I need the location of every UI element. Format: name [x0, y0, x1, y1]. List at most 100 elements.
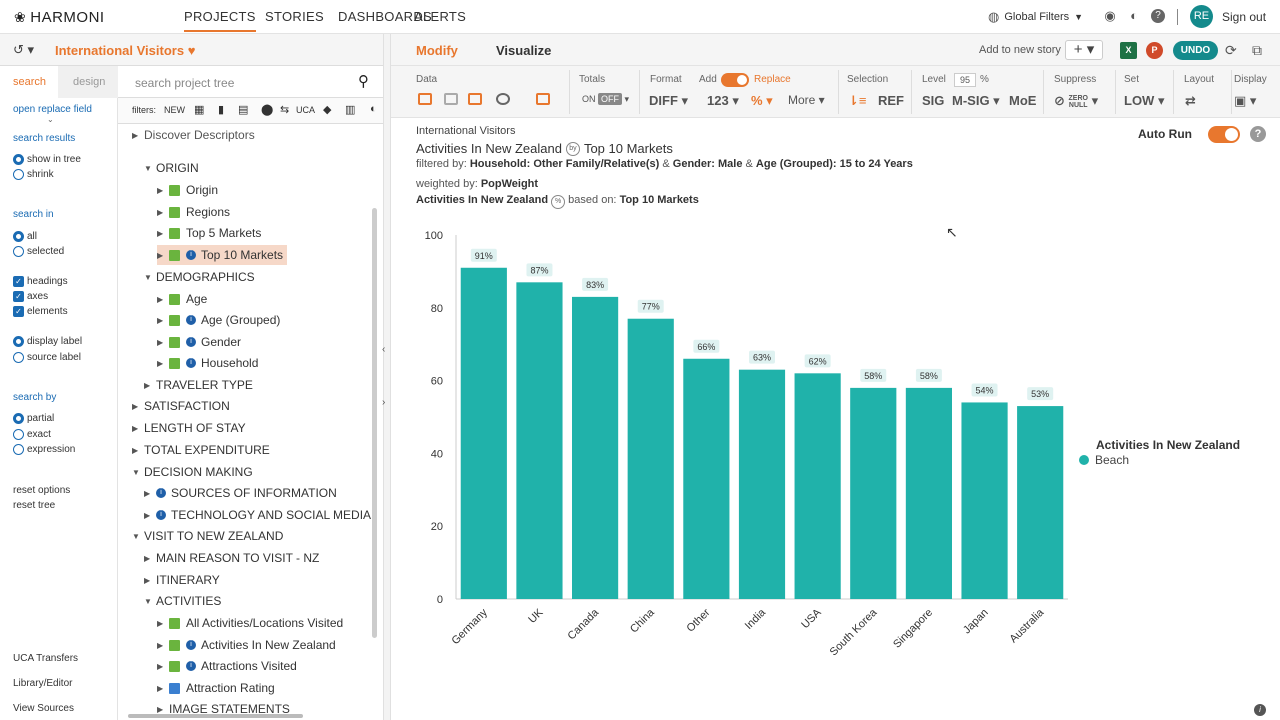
library-editor-link[interactable]: Library/Editor: [13, 678, 73, 689]
tree-search-box[interactable]: search project tree ⚲: [118, 66, 383, 98]
history-icon[interactable]: ↺ ▾: [13, 42, 35, 57]
expand-arrow-icon[interactable]: ▶: [132, 401, 139, 411]
collapse-arrow-icon[interactable]: ▼: [132, 467, 140, 477]
excel-export-icon[interactable]: X: [1120, 42, 1137, 59]
view-sources-link[interactable]: View Sources: [13, 703, 74, 714]
open-replace-field-link[interactable]: open replace field: [13, 104, 92, 115]
data-people-icon[interactable]: [496, 93, 510, 105]
nav-tab-dashboards[interactable]: DASHBOARDS: [338, 9, 433, 24]
chart-bar[interactable]: [1017, 406, 1064, 599]
user-avatar[interactable]: RE: [1190, 5, 1213, 28]
tree-row-traveler-type[interactable]: ▶ TRAVELER TYPE: [144, 375, 253, 395]
suppress-dropdown[interactable]: ⊘ ZERO NULL ▾: [1054, 93, 1099, 109]
expand-arrow-icon[interactable]: ▶: [157, 294, 164, 304]
filter-new[interactable]: NEW: [164, 105, 185, 115]
tree-row-discover[interactable]: ▶ Discover Descriptors: [132, 125, 255, 145]
panel-divider[interactable]: [383, 34, 391, 720]
collapse-left-icon[interactable]: ‹: [382, 344, 386, 355]
radio-show-in-tree[interactable]: show in tree: [13, 154, 81, 165]
radio-all[interactable]: all: [13, 231, 37, 242]
expand-arrow-icon[interactable]: ▶: [132, 423, 139, 433]
expand-arrow-icon[interactable]: ▶: [157, 640, 164, 650]
chevron-down-icon[interactable]: ⌄: [47, 115, 54, 124]
tree-row-top10[interactable]: ▶ i Top 10 Markets: [157, 245, 288, 265]
expand-arrow-icon[interactable]: ▶: [144, 575, 151, 585]
filter-arrows-icon[interactable]: ⇆: [280, 104, 290, 116]
filter-uca[interactable]: UCA: [296, 105, 316, 115]
chart-bar[interactable]: [683, 358, 730, 599]
powerpoint-export-icon[interactable]: P: [1146, 42, 1163, 59]
info-icon[interactable]: i: [1254, 704, 1266, 716]
refresh-icon[interactable]: ⟳: [1225, 42, 1237, 58]
report-title-columns[interactable]: Top 10 Markets: [583, 141, 673, 156]
collapse-arrow-icon[interactable]: ▼: [132, 531, 140, 541]
filter-table-icon[interactable]: ▦: [194, 104, 205, 116]
eye-icon[interactable]: ◉: [1103, 8, 1117, 23]
expand-arrow-icon[interactable]: ▶: [132, 130, 139, 140]
tree-row-total-expenditure[interactable]: ▶ TOTAL EXPENDITURE: [132, 440, 270, 460]
expand-arrow-icon[interactable]: ▶: [144, 488, 151, 498]
chart-bar[interactable]: [905, 387, 952, 599]
format-more-dropdown[interactable]: More ▾: [788, 93, 825, 107]
chart-bar[interactable]: [794, 373, 841, 599]
selection-ref-button[interactable]: REF: [878, 93, 904, 108]
sign-out-link[interactable]: Sign out: [1222, 10, 1267, 24]
display-dropdown[interactable]: ▣ ▾: [1234, 93, 1257, 108]
collapse-arrow-icon[interactable]: ▼: [144, 596, 152, 606]
search-icon[interactable]: ⚲: [358, 73, 369, 90]
expand-arrow-icon[interactable]: ▶: [132, 445, 139, 455]
moe-button[interactable]: MoE: [1009, 93, 1037, 108]
tree-row-sources[interactable]: ▶ i SOURCES OF INFORMATION: [144, 483, 337, 503]
legend-item-beach[interactable]: Beach: [1079, 453, 1129, 467]
expand-arrow-icon[interactable]: ▶: [157, 337, 164, 347]
nav-tab-projects[interactable]: PROJECTS: [184, 9, 256, 32]
help-icon[interactable]: ?: [1250, 126, 1266, 142]
collapse-arrow-icon[interactable]: ▼: [144, 163, 152, 173]
base-value[interactable]: Top 10 Markets: [619, 194, 699, 206]
radio-expression[interactable]: expression: [13, 444, 75, 455]
tree-row-image-statements[interactable]: ▶ IMAGE STATEMENTS: [157, 699, 290, 714]
tree-row-satisfaction[interactable]: ▶ SATISFACTION: [132, 396, 230, 416]
expand-arrow-icon[interactable]: ▶: [144, 553, 151, 563]
nav-tab-alerts[interactable]: ALERTS: [414, 9, 467, 24]
expand-arrow-icon[interactable]: ▶: [157, 683, 164, 693]
auto-run-toggle[interactable]: [1208, 126, 1240, 143]
tree-row-demographics[interactable]: ▼ DEMOGRAPHICS: [144, 267, 255, 287]
expand-arrow-icon[interactable]: ▶: [144, 380, 151, 390]
add-to-new-story-label[interactable]: Add to new story: [979, 44, 1061, 56]
contrast-icon[interactable]: ◐: [1127, 9, 1141, 23]
radio-partial[interactable]: partial: [13, 413, 54, 424]
totals-toggle[interactable]: ON OFF ▾: [582, 93, 630, 105]
tree-row-origin-heading[interactable]: ▼ ORIGIN: [144, 158, 199, 178]
radio-display-label[interactable]: display label: [13, 336, 82, 347]
uca-transfers-link[interactable]: UCA Transfers: [13, 653, 79, 664]
undo-button[interactable]: UNDO: [1173, 41, 1218, 60]
expand-arrow-icon[interactable]: ▶: [157, 207, 164, 217]
expand-arrow-icon[interactable]: ▶: [157, 315, 164, 325]
chart-bar[interactable]: [627, 318, 674, 599]
selection-sort-icon[interactable]: ⇂≡: [848, 93, 867, 108]
add-replace-toggle[interactable]: [721, 73, 749, 87]
add-plus-button[interactable]: + ▾: [1065, 40, 1103, 60]
tree-row-regions[interactable]: ▶ Regions: [157, 202, 230, 222]
project-title[interactable]: International Visitors ♥: [55, 43, 195, 58]
tree-horizontal-scrollbar[interactable]: [128, 714, 303, 718]
reset-options-link[interactable]: reset options: [13, 485, 71, 496]
tree-row-attractions-visited[interactable]: ▶ i Attractions Visited: [157, 656, 297, 676]
expand-arrow-icon[interactable]: ▶: [157, 185, 164, 195]
tree-row-activities[interactable]: ▼ ACTIVITIES: [144, 591, 221, 611]
tree-row-gender[interactable]: ▶ i Gender: [157, 332, 241, 352]
tree-row-main-reason[interactable]: ▶ MAIN REASON TO VISIT - NZ: [144, 548, 319, 568]
collapse-arrow-icon[interactable]: ▼: [144, 272, 152, 282]
weight-value[interactable]: PopWeight: [480, 178, 539, 190]
filter-age[interactable]: Age (Grouped): 15 to 24 Years: [755, 158, 913, 170]
sig-button[interactable]: SIG: [922, 93, 945, 108]
filter-gender[interactable]: Gender: Male: [672, 158, 743, 170]
tab-design[interactable]: design: [73, 76, 106, 88]
tree-row-technology[interactable]: ▶ i TECHNOLOGY AND SOCIAL MEDIA: [144, 505, 371, 525]
filter-chart-icon[interactable]: ▥: [345, 104, 356, 116]
expand-arrow-icon[interactable]: ▶: [157, 661, 164, 671]
tree-row-visit-nz[interactable]: ▼ VISIT TO NEW ZEALAND: [132, 526, 283, 546]
report-title-rows[interactable]: Activities In New Zealand: [416, 141, 562, 156]
radio-selected[interactable]: selected: [13, 246, 64, 257]
